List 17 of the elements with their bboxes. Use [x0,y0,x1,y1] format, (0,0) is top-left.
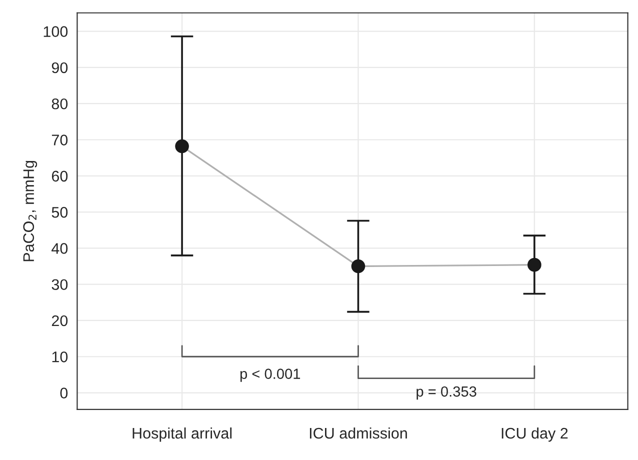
x-tick-label: Hospital arrival [132,427,232,442]
y-tick-label: 50 [52,206,68,218]
annotation: p = 0.353 [416,386,476,400]
x-tick-label: ICU admission [310,427,407,439]
y-tick-label: 40 [52,243,68,254]
y-axis-title: PaCO$_{2}$, mmHg [23,160,38,262]
annotation: p < 0.001 [240,368,300,382]
y-tick-label: 70 [52,134,68,146]
y-tick-label: 90 [52,62,68,74]
y-tick-label: 100 [44,26,68,37]
y-tick-label: 10 [52,351,68,362]
x-tick-label: ICU day 2 [502,427,568,442]
y-tick-label: 0 [60,388,68,398]
y-tick-label: 30 [52,279,68,290]
y-tick-label: 20 [52,315,68,326]
y-tick-label: 80 [52,98,68,110]
y-tick-label: 60 [52,170,68,182]
